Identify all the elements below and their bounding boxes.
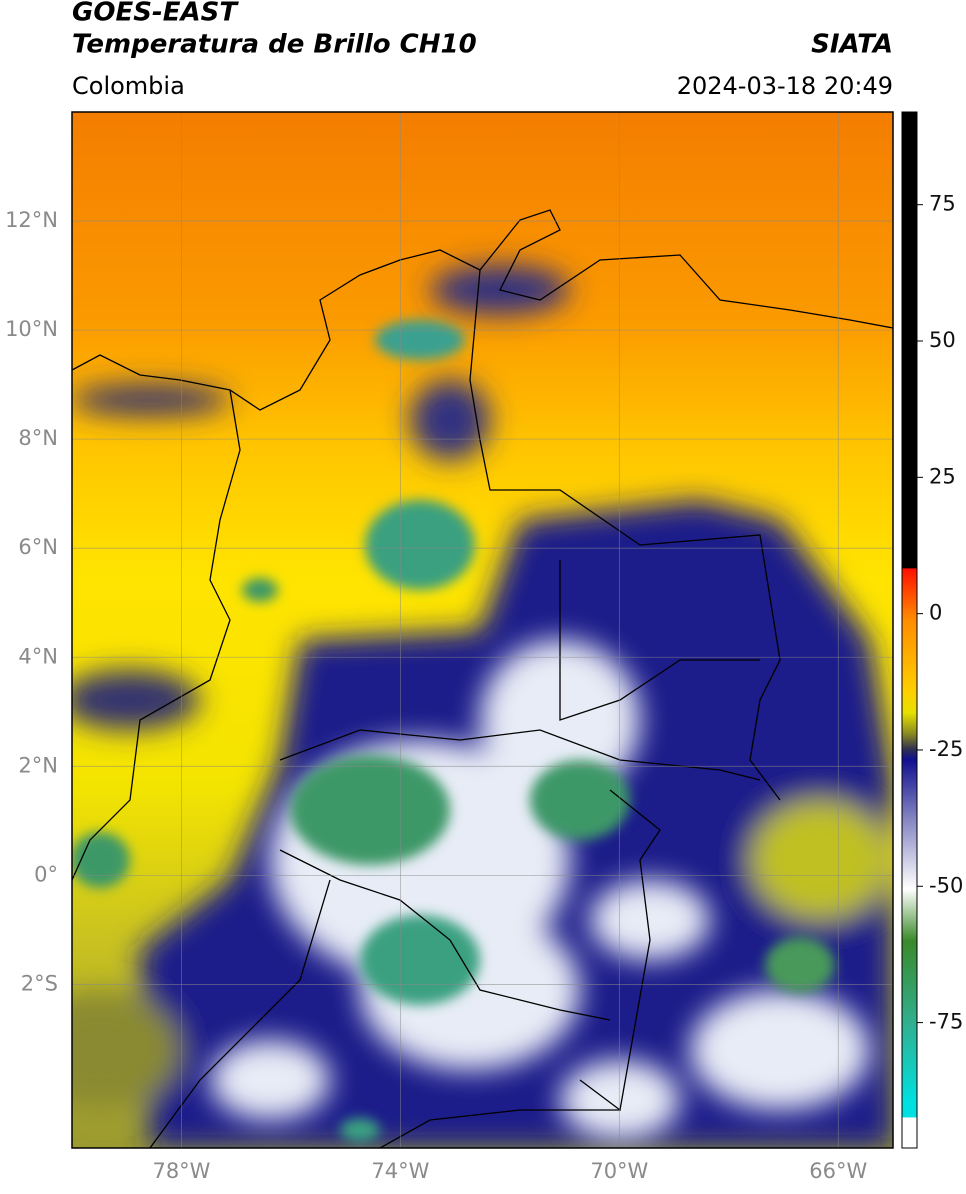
lat-tick-label: 10°N [5, 317, 58, 341]
lon-tick-label: 78°W [152, 1159, 210, 1183]
lon-tick-label: 74°W [371, 1159, 429, 1183]
colorbar-tick-label: 50 [929, 328, 956, 352]
lat-tick-label: 8°N [18, 426, 58, 450]
lat-tick-label: 0° [34, 862, 58, 886]
lat-tick-label: 2°S [21, 971, 58, 995]
colorbar-tick-label: 0 [929, 601, 942, 625]
lat-tick-label: 2°N [18, 753, 58, 777]
source: SIATA [811, 30, 893, 60]
datetime: 2024-03-18 20:49 [677, 72, 893, 100]
satellite-image [72, 112, 893, 1148]
lat-tick-label: 6°N [18, 535, 58, 559]
lon-tick-label: 70°W [590, 1159, 648, 1183]
title: GOES-EAST [72, 0, 239, 28]
lat-tick-label: 4°N [18, 644, 58, 668]
colorbar-tick-label: 25 [929, 464, 956, 488]
lon-tick-label: 66°W [809, 1159, 867, 1183]
colorbar-tick-label: -50 [929, 873, 963, 897]
region: Colombia [72, 72, 185, 100]
colorbar-tick-label: -25 [929, 737, 963, 761]
map-frame [71, 111, 894, 1149]
colorbar-tick-label: 75 [929, 192, 956, 216]
colorbar-tick-label: -75 [929, 1010, 963, 1034]
lat-tick-label: 12°N [5, 208, 58, 232]
subtitle: Temperatura de Brillo CH10 [72, 30, 477, 60]
colorbar [901, 111, 918, 1149]
